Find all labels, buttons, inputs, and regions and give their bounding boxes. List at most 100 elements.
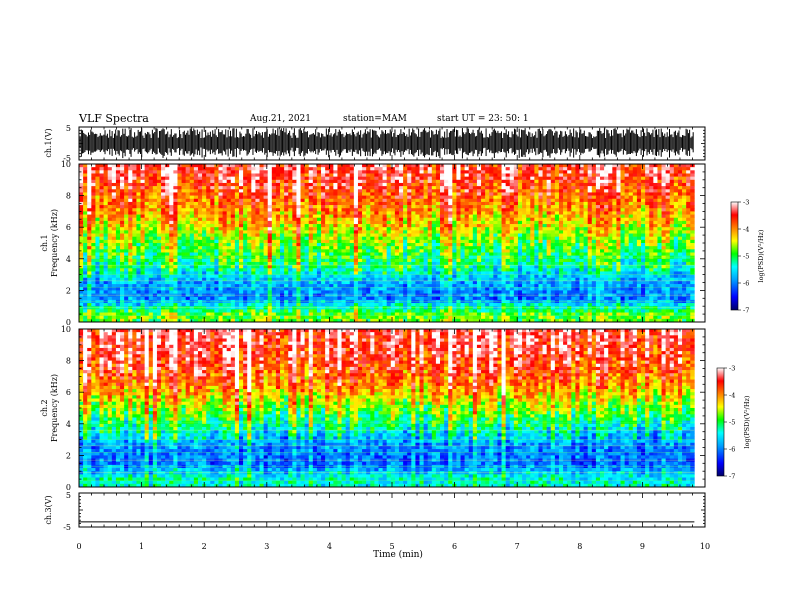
ch1-spectrogram-cell-3460 — [120, 236, 125, 241]
ch1-spectrogram-cell-1403 — [296, 192, 301, 196]
ch1-spectrogram-cell-1775 — [591, 198, 597, 203]
ch1-spectrogram-cell-145 — [673, 164, 679, 168]
ch1-spectrogram-cell-1968 — [152, 205, 158, 209]
ch1-spectrogram-cell-799 — [280, 179, 285, 184]
ch1-spectrogram-cell-3640 — [243, 239, 248, 244]
ch1-spectrogram-cell-1556 — [308, 195, 314, 200]
ch1-spectrogram-cell-3181 — [206, 230, 211, 234]
ch1-spectrogram-cell-1991 — [247, 205, 252, 209]
ch1-spectrogram-cell-850 — [489, 179, 494, 184]
ch1-spectrogram-cell-1788 — [645, 198, 650, 203]
ch1-spectrogram-cell-1132 — [415, 186, 420, 190]
ch1-spectrogram-cell-3253 — [501, 230, 506, 234]
ch1-spectrogram-cell-235 — [427, 167, 433, 171]
ch1-spectrogram-cell-3286 — [636, 230, 642, 234]
ch1-spectrogram-cell-797 — [271, 179, 277, 184]
ch1-spectrogram-cell-2384 — [628, 211, 634, 215]
ch1-spectrogram-cell-1495 — [673, 192, 679, 196]
ch1-spectrogram-cell-2701 — [83, 220, 88, 225]
ch1-spectrogram-cell-3508 — [316, 236, 322, 241]
ch1-spectrogram-cell-1829 — [197, 201, 203, 206]
ch1-spectrogram-cell-1926 — [595, 201, 601, 206]
ch1-spectrogram-cell-4058 — [111, 249, 117, 253]
ch1-spectrogram-cell-3411 — [534, 233, 539, 237]
ch1-spectrogram-cell-3393 — [460, 233, 465, 237]
ch1-spectrogram-cell-1296 — [472, 189, 478, 193]
ch1-spectrogram-cell-2875 — [181, 224, 186, 228]
ch1-spectrogram-cell-871 — [575, 179, 580, 184]
ch1-spectrogram-cell-4233 — [214, 252, 219, 256]
ch1-spectrogram-cell-2459 — [321, 214, 326, 219]
ch1-spectrogram-cell-2479 — [403, 214, 408, 219]
ch1-spectrogram-cell-1607 — [517, 195, 523, 200]
ch1-spectrogram-cell-154 — [95, 167, 100, 171]
ch1-spectrogram-cell-3354 — [300, 233, 305, 237]
ch1-spectrogram-cell-1793 — [665, 198, 671, 203]
ch1-spectrogram-cell-1102 — [292, 186, 297, 190]
ch1-spectrogram-cell-1754 — [505, 198, 511, 203]
ch1-spectrogram-cell-2180 — [407, 208, 412, 212]
ch1-spectrogram-cell-2844 — [669, 220, 675, 225]
ch1-spectrogram-cell-2053 — [501, 205, 506, 209]
ch1-spectrogram-cell-1028 — [604, 182, 609, 187]
ch1-spectrogram-cell-1630 — [612, 195, 617, 200]
ch1-spectrogram-cell-1477 — [600, 192, 605, 196]
ch1-spectrogram-cell-1625 — [591, 195, 597, 200]
ch1-spectrogram-cell-2846 — [677, 220, 683, 225]
ch1-spectrogram-cell-4254 — [300, 252, 305, 256]
ch1-spectrogram-cell-128 — [604, 164, 609, 168]
ch1-spectrogram-cell-3119 — [567, 227, 572, 231]
ch1-spectrogram-cell-1863 — [337, 201, 342, 206]
ch1-spectrogram-cell-1697 — [271, 198, 277, 203]
ch1-spectrogram-cell-1993 — [255, 205, 260, 209]
ch1-spectrogram-cell-3151 — [83, 230, 88, 234]
ch1-spectrogram-cell-1941 — [657, 201, 662, 206]
ch1-spectrogram-cell-662 — [333, 176, 338, 181]
ch1-spectrogram-cell-3587 — [641, 236, 646, 241]
ch1-spectrogram-cell-873 — [583, 179, 588, 184]
ch1-spectrogram-cell-3525 — [386, 236, 392, 241]
ch1-spectrogram-cell-3636 — [226, 239, 232, 244]
ch1-spectrogram-cell-4060 — [120, 249, 125, 253]
ch1-spectrogram-cell-995 — [468, 182, 474, 187]
ch1-spectrogram-cell-3670 — [366, 239, 371, 244]
ch1-spectrogram-cell-1322 — [579, 189, 584, 193]
ch1-spectrogram-cell-2214 — [546, 208, 552, 212]
ch1-spectrogram-cell-3835 — [427, 243, 433, 247]
ch1-spectrogram-cell-2309 — [321, 211, 326, 215]
ch1-spectrogram-cell-773 — [173, 179, 178, 184]
ch1-spectrogram-cell-922 — [169, 182, 174, 187]
ch1-spectrogram-cell-206 — [308, 167, 314, 171]
ch1-spectrogram-cell-4017 — [558, 246, 564, 250]
ch1-spectrogram-cell-1980 — [202, 205, 207, 209]
ch1-spectrogram-cell-376 — [390, 170, 396, 174]
ch1-spectrogram-cell-66 — [349, 164, 355, 168]
ch1-spectrogram-cell-2962 — [538, 224, 543, 228]
ch1-spectrogram-cell-168 — [152, 167, 158, 171]
ch1-spectrogram-cell-791 — [247, 179, 252, 184]
ch1-spectrogram-cell-350 — [284, 170, 289, 174]
ch1-spectrogram-cell-2158 — [316, 208, 322, 212]
ch1-spectrogram-cell-2657 — [517, 217, 523, 222]
ch1-spectrogram-cell-2557 — [107, 217, 113, 222]
ch1-spectrogram-cell-26 — [185, 164, 191, 168]
ch1-spectrogram-cell-3654 — [300, 239, 305, 244]
ch1-spectrogram-cell-2849 — [690, 220, 695, 225]
ch1-spectrogram-cell-3976 — [390, 246, 396, 250]
ch1-spectrogram-cell-2949 — [485, 224, 490, 228]
ch1-spectrogram-cell-414 — [546, 170, 552, 174]
ch1-spectrogram-cell-650 — [284, 176, 289, 181]
ch1-spectrogram-cell-2861 — [124, 224, 129, 228]
ch1-spectrogram-cell-2270 — [161, 211, 166, 215]
ch1-spectrogram-cell-696 — [472, 176, 478, 181]
ch1-spectrogram-cell-3183 — [214, 230, 219, 234]
ch1-spectrogram-cell-1708 — [316, 198, 322, 203]
ch1-spectrogram-cell-628 — [193, 176, 199, 181]
ch1-spectrogram-cell-3018 — [152, 227, 158, 231]
ch1-spectrogram-cell-4238 — [234, 252, 240, 256]
ch1-spectrogram-cell-2530 — [612, 214, 617, 219]
ch1-spectrogram-cell-1418 — [357, 192, 363, 196]
ch1-spectrogram-cell-3412 — [538, 233, 543, 237]
ch1-spectrogram-cell-3524 — [382, 236, 387, 241]
ch1-spectrogram-cell-3156 — [103, 230, 109, 234]
